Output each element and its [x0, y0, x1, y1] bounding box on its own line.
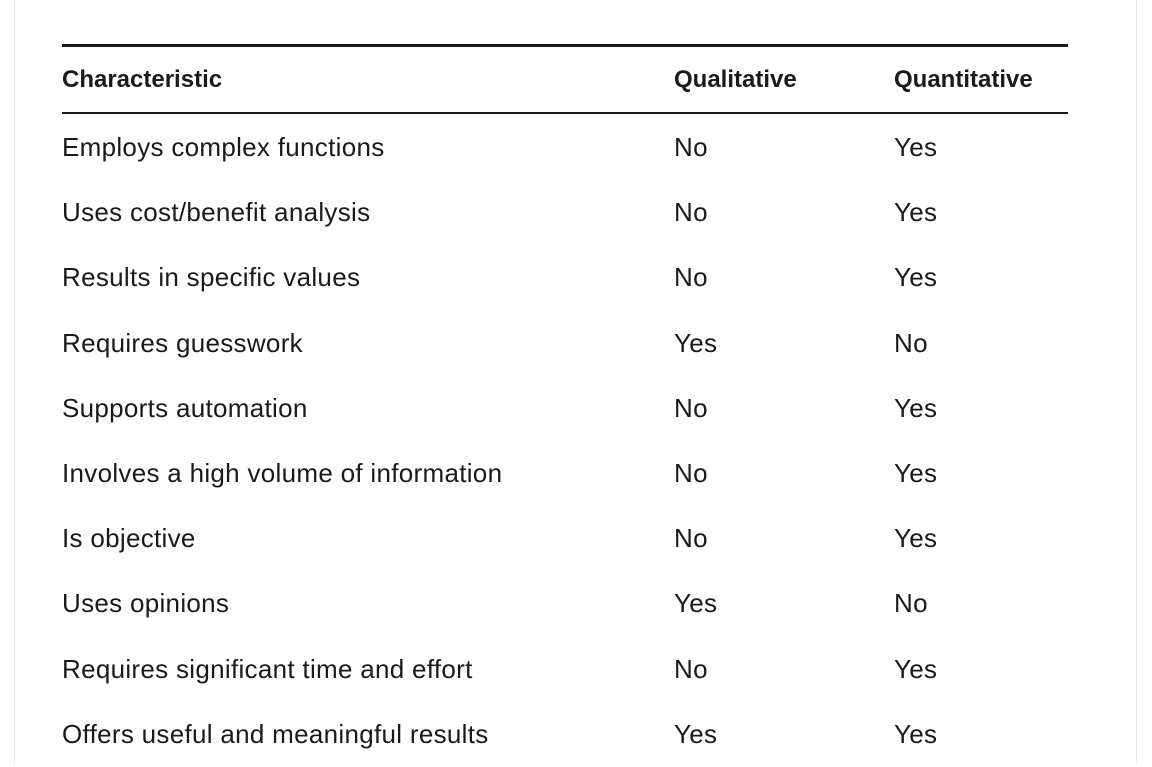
- table-header-rule: [62, 112, 1068, 114]
- cell-characteristic: Is objective: [62, 523, 196, 554]
- table-row: Uses cost/benefit analysis No Yes: [62, 180, 1068, 245]
- cell-characteristic: Offers useful and meaningful results: [62, 718, 489, 749]
- header-qualitative: Qualitative: [674, 65, 797, 93]
- cell-characteristic: Supports automation: [62, 392, 308, 423]
- cell-quantitative: No: [894, 327, 928, 358]
- header-quantitative: Quantitative: [894, 65, 1033, 93]
- cell-characteristic: Requires significant time and effort: [62, 653, 473, 684]
- cell-characteristic: Involves a high volume of information: [62, 458, 503, 489]
- table-row: Supports automation No Yes: [62, 376, 1068, 441]
- cell-qualitative: No: [674, 523, 708, 554]
- cell-quantitative: Yes: [894, 262, 938, 293]
- cell-quantitative: Yes: [894, 458, 938, 489]
- page-right-border: [1136, 0, 1137, 765]
- table-body: Employs complex functions No Yes Uses co…: [62, 114, 1068, 767]
- cell-characteristic: Requires guesswork: [62, 327, 303, 358]
- page-left-border: [14, 0, 15, 765]
- table-top-rule: [62, 44, 1068, 47]
- cell-quantitative: Yes: [894, 718, 938, 749]
- cell-qualitative: Yes: [674, 718, 718, 749]
- cell-characteristic: Uses cost/benefit analysis: [62, 197, 371, 228]
- table-row: Is objective No Yes: [62, 506, 1068, 571]
- cell-qualitative: Yes: [674, 327, 718, 358]
- header-characteristic: Characteristic: [62, 65, 223, 93]
- cell-characteristic: Employs complex functions: [62, 132, 385, 163]
- cell-qualitative: No: [674, 132, 708, 163]
- cell-quantitative: Yes: [894, 653, 938, 684]
- cell-quantitative: Yes: [894, 523, 938, 554]
- table-row: Uses opinions Yes No: [62, 571, 1068, 636]
- cell-quantitative: Yes: [894, 392, 938, 423]
- cell-characteristic: Uses opinions: [62, 588, 230, 619]
- cell-qualitative: No: [674, 197, 708, 228]
- cell-quantitative: Yes: [894, 132, 938, 163]
- cell-qualitative: Yes: [674, 588, 718, 619]
- table-row: Requires guesswork Yes No: [62, 311, 1068, 376]
- cell-quantitative: No: [894, 588, 928, 619]
- cell-qualitative: No: [674, 392, 708, 423]
- comparison-table: Characteristic Qualitative Quantitative …: [62, 44, 1068, 767]
- table-header-row: Characteristic Qualitative Quantitative: [62, 47, 1068, 112]
- cell-qualitative: No: [674, 262, 708, 293]
- cell-qualitative: No: [674, 458, 708, 489]
- table-row: Offers useful and meaningful results Yes…: [62, 702, 1068, 767]
- table-row: Results in specific values No Yes: [62, 245, 1068, 310]
- cell-quantitative: Yes: [894, 197, 938, 228]
- table-row: Involves a high volume of information No…: [62, 441, 1068, 506]
- cell-qualitative: No: [674, 653, 708, 684]
- table-row: Employs complex functions No Yes: [62, 115, 1068, 180]
- cell-characteristic: Results in specific values: [62, 262, 361, 293]
- table-row: Requires significant time and effort No …: [62, 637, 1068, 702]
